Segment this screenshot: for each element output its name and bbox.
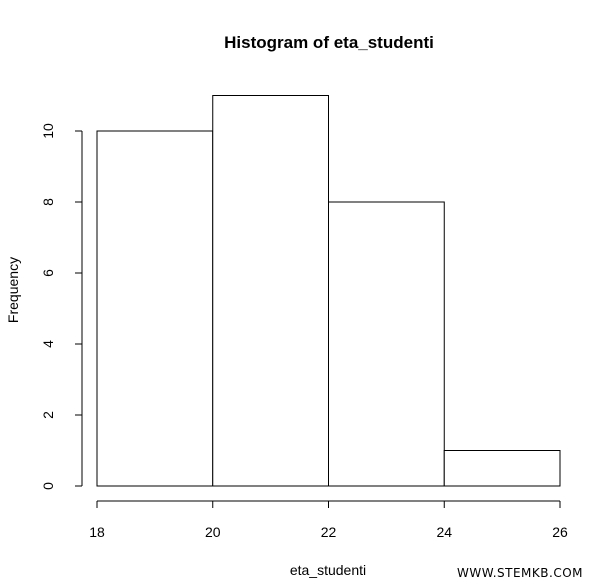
y-axis-label: Frequency xyxy=(5,257,21,323)
y-tick-label-5: 10 xyxy=(40,123,56,139)
x-axis-label: eta_studenti xyxy=(290,562,366,578)
bars-group xyxy=(96,95,561,487)
x-tick-label-3: 24 xyxy=(436,524,452,540)
x-tick-label-4: 26 xyxy=(552,524,568,540)
y-tick-label-1: 2 xyxy=(40,411,56,419)
chart-title: Histogram of eta_studenti xyxy=(224,33,434,52)
x-tick-label-0: 18 xyxy=(89,524,105,540)
y-tick-label-2: 4 xyxy=(40,340,56,348)
x-axis: 18 20 22 24 26 xyxy=(89,500,568,540)
y-tick-label-3: 6 xyxy=(40,269,56,277)
y-axis: 0 2 4 6 8 10 xyxy=(40,123,83,490)
x-tick-label-1: 20 xyxy=(205,524,221,540)
y-tick-label-4: 8 xyxy=(40,198,56,206)
histogram-bar-0 xyxy=(96,130,214,487)
histogram-bar-1 xyxy=(212,95,329,487)
watermark: WWW.STEMKB.COM xyxy=(456,566,583,580)
y-tick-label-0: 0 xyxy=(40,482,56,490)
histogram-bar-3 xyxy=(443,450,561,487)
x-tick-label-2: 22 xyxy=(321,524,337,540)
histogram-bar-2 xyxy=(328,201,445,487)
